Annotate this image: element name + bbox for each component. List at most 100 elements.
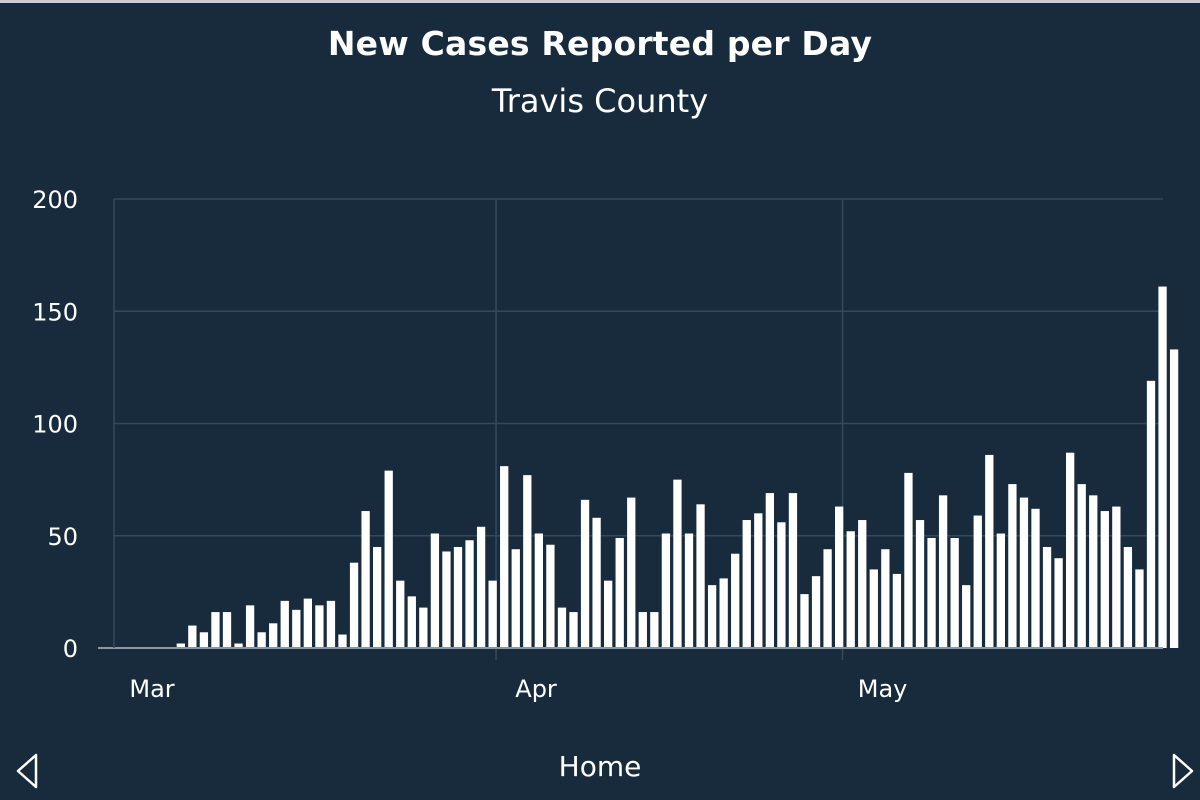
bar [973, 515, 982, 648]
bar [396, 580, 405, 648]
bar [1054, 558, 1063, 648]
bar [303, 598, 312, 648]
bar [569, 612, 578, 648]
bar [1158, 286, 1167, 648]
bar [1031, 508, 1040, 648]
bar [419, 607, 428, 648]
gridlines [114, 198, 1163, 660]
bar [361, 511, 370, 648]
bar [835, 506, 844, 648]
bar [1019, 497, 1029, 648]
x-tick-label: Mar [129, 675, 174, 703]
bar [892, 573, 902, 648]
bar [1123, 546, 1133, 648]
bar [996, 533, 1005, 648]
bar [627, 497, 636, 648]
bar [661, 533, 671, 648]
bar [927, 538, 936, 648]
y-tick-label: 100 [32, 411, 78, 439]
bar [962, 585, 971, 648]
bar [1042, 546, 1052, 648]
bar [638, 612, 647, 648]
bar [384, 470, 393, 648]
bar [950, 538, 959, 648]
bar [719, 578, 728, 648]
bar [1112, 506, 1121, 648]
bar [349, 562, 359, 648]
bar [430, 533, 440, 648]
bar [985, 454, 994, 648]
bar [1008, 484, 1017, 648]
bar [222, 612, 232, 648]
triangle-right-icon [1172, 753, 1194, 789]
bar [869, 569, 878, 648]
bar [245, 605, 255, 648]
bar [592, 517, 601, 648]
nav-label: Home [558, 750, 642, 783]
x-tick-label: Apr [515, 675, 557, 703]
bar [557, 607, 567, 648]
bar [1135, 569, 1144, 648]
bar [442, 551, 451, 648]
bar [188, 625, 197, 648]
bar [580, 499, 590, 648]
bar [453, 546, 463, 648]
y-tick-label: 150 [32, 298, 78, 326]
bar [199, 632, 209, 648]
bar [742, 520, 751, 648]
top-rule [0, 0, 1200, 3]
bar [731, 553, 740, 648]
bar [1066, 452, 1075, 648]
bar [292, 609, 301, 648]
bar [858, 520, 867, 648]
bar [257, 632, 266, 648]
bar [696, 504, 705, 648]
triangle-left-icon [16, 753, 38, 789]
bar-series [176, 286, 1179, 649]
bar-chart: 0 50 100 150 200 Mar Apr May [32, 186, 1179, 703]
bar [938, 495, 948, 648]
bar [373, 546, 382, 648]
bar [707, 585, 717, 648]
bar [1089, 495, 1098, 648]
bar [846, 531, 855, 648]
bar [280, 600, 289, 648]
bar [765, 493, 774, 648]
bar [615, 538, 624, 648]
bar [800, 594, 809, 648]
bar [546, 544, 555, 648]
bar [1077, 484, 1086, 648]
bar [176, 643, 185, 648]
y-tick-label: 50 [47, 523, 78, 551]
bar [326, 600, 336, 648]
bar [881, 549, 890, 648]
bar [754, 513, 763, 648]
prev-button[interactable] [14, 752, 40, 794]
bar [823, 549, 832, 648]
bar [915, 520, 925, 648]
bar [476, 526, 486, 648]
y-tick-label: 200 [32, 186, 78, 214]
bar [811, 576, 821, 648]
y-tick-label: 0 [63, 635, 78, 663]
next-button[interactable] [1170, 752, 1196, 794]
bar [604, 580, 613, 648]
bar [338, 634, 347, 648]
bar [1146, 380, 1156, 648]
bar [673, 479, 682, 649]
bar [788, 493, 798, 648]
bar [523, 475, 532, 648]
bar [407, 596, 416, 648]
bar [684, 533, 694, 648]
bar [488, 580, 497, 648]
y-axis-ticks: 0 50 100 150 200 [32, 186, 78, 663]
bar [234, 643, 243, 648]
bar [534, 533, 543, 648]
bar [465, 540, 474, 648]
chart-title: New Cases Reported per Day [327, 24, 873, 63]
x-axis-ticks: Mar Apr May [129, 675, 907, 703]
bar [500, 466, 509, 648]
bar [1100, 511, 1109, 648]
bar [777, 522, 786, 648]
chart-subtitle: Travis County [491, 82, 709, 120]
